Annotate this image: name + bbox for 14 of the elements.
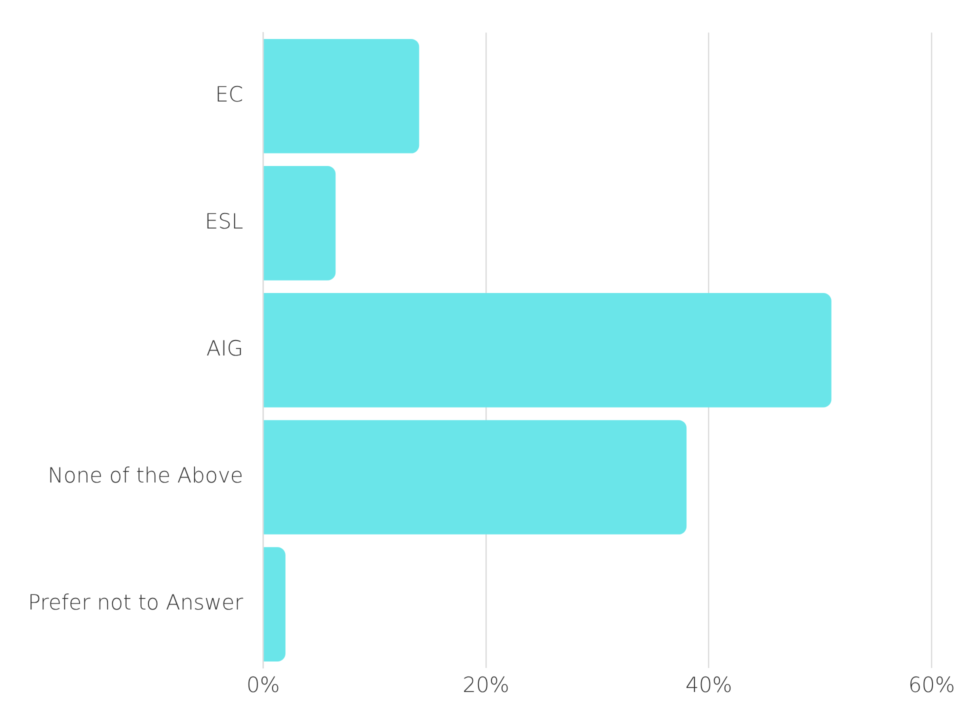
y-tick-label: AIG bbox=[206, 336, 244, 361]
bar bbox=[264, 293, 832, 408]
y-tick-label: None of the Above bbox=[48, 464, 244, 488]
y-tick-label: ESL bbox=[204, 210, 244, 234]
x-tick-label: 20% bbox=[462, 672, 510, 697]
y-tick-label: Prefer not to Answer bbox=[28, 590, 244, 615]
x-tick-label: 0% bbox=[246, 672, 280, 697]
bar bbox=[264, 547, 286, 662]
bar bbox=[264, 38, 420, 154]
y-tick-label: EC bbox=[215, 82, 244, 107]
bar bbox=[264, 420, 687, 534]
x-tick-label: 40% bbox=[685, 672, 732, 697]
bar bbox=[264, 166, 336, 280]
x-tick-label: 60% bbox=[908, 672, 956, 697]
